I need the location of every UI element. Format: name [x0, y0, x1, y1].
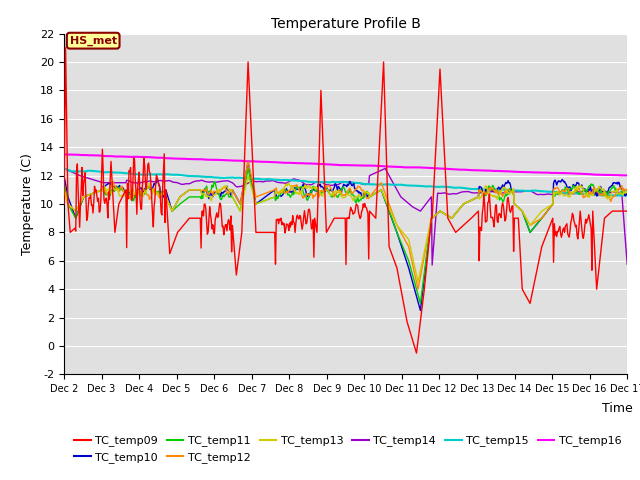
TC_temp11 — [417, 300, 424, 306]
TC_temp14 — [215, 179, 223, 184]
TC_temp09 — [623, 208, 631, 214]
TC_temp09 — [129, 179, 137, 185]
TC_temp14 — [623, 261, 631, 267]
TC_temp14 — [428, 262, 436, 268]
TC_temp12 — [623, 187, 631, 193]
TC_temp10 — [215, 190, 223, 195]
TC_temp15 — [128, 171, 136, 177]
TC_temp13 — [623, 190, 631, 195]
TC_temp11 — [128, 198, 136, 204]
TC_temp11 — [215, 192, 223, 198]
TC_temp12 — [432, 212, 440, 217]
TC_temp10 — [623, 191, 631, 197]
TC_temp12 — [416, 278, 424, 284]
TC_temp13 — [416, 272, 424, 277]
TC_temp12 — [128, 194, 136, 200]
TC_temp09 — [60, 201, 68, 207]
TC_temp16 — [414, 165, 422, 170]
TC_temp11 — [186, 194, 193, 200]
TC_temp12 — [414, 286, 422, 292]
TC_temp13 — [60, 187, 68, 192]
TC_temp10 — [415, 302, 422, 308]
TC_temp16 — [128, 154, 136, 160]
TC_temp11 — [432, 212, 440, 217]
TC_temp15 — [60, 166, 68, 171]
Line: TC_temp16: TC_temp16 — [64, 154, 627, 175]
Title: Temperature Profile B: Temperature Profile B — [271, 17, 420, 31]
Line: TC_temp09: TC_temp09 — [64, 48, 627, 353]
TC_temp09 — [416, 324, 424, 330]
TC_temp11 — [244, 166, 252, 171]
TC_temp15 — [186, 173, 193, 179]
TC_temp13 — [186, 187, 193, 192]
TC_temp12 — [244, 158, 252, 164]
TC_temp15 — [414, 183, 422, 189]
Y-axis label: Temperature (C): Temperature (C) — [22, 153, 35, 255]
TC_temp10 — [70, 211, 78, 217]
TC_temp13 — [215, 190, 223, 196]
TC_temp14 — [70, 170, 78, 176]
TC_temp15 — [215, 175, 223, 180]
TC_temp10 — [128, 192, 136, 197]
TC_temp11 — [623, 188, 631, 194]
TC_temp12 — [186, 187, 193, 192]
Line: TC_temp13: TC_temp13 — [64, 176, 627, 282]
TC_temp14 — [128, 180, 136, 185]
TC_temp10 — [244, 158, 252, 164]
TC_temp13 — [128, 187, 136, 193]
TC_temp16 — [623, 172, 630, 178]
TC_temp09 — [432, 141, 440, 146]
TC_temp16 — [431, 165, 438, 171]
Line: TC_temp11: TC_temp11 — [64, 168, 627, 303]
TC_temp16 — [623, 172, 631, 178]
TC_temp10 — [60, 173, 68, 179]
TC_temp09 — [413, 350, 420, 356]
TC_temp09 — [186, 216, 194, 221]
TC_temp13 — [414, 279, 422, 285]
TC_temp15 — [623, 192, 631, 198]
TC_temp09 — [71, 225, 79, 231]
Line: TC_temp10: TC_temp10 — [64, 161, 627, 311]
TC_temp14 — [60, 166, 68, 171]
TC_temp11 — [70, 213, 78, 218]
TC_temp12 — [60, 187, 68, 192]
TC_temp15 — [431, 184, 438, 190]
TC_temp09 — [216, 200, 224, 206]
TC_temp13 — [244, 173, 252, 179]
TC_temp14 — [431, 221, 439, 227]
TC_temp09 — [61, 45, 69, 51]
TC_temp16 — [186, 156, 193, 162]
TC_temp13 — [70, 207, 78, 213]
Line: TC_temp15: TC_temp15 — [64, 168, 627, 195]
TC_temp15 — [70, 168, 78, 174]
TC_temp11 — [415, 295, 422, 300]
TC_temp14 — [414, 207, 422, 213]
Line: TC_temp12: TC_temp12 — [64, 161, 627, 289]
TC_temp14 — [186, 181, 193, 187]
TC_temp16 — [60, 151, 68, 157]
Text: Time: Time — [602, 402, 633, 415]
TC_temp11 — [60, 180, 68, 186]
TC_temp12 — [215, 187, 223, 193]
TC_temp16 — [215, 157, 223, 163]
TC_temp16 — [70, 152, 78, 157]
TC_temp10 — [186, 187, 193, 192]
TC_temp10 — [417, 308, 424, 313]
Text: HS_met: HS_met — [70, 36, 116, 46]
TC_temp13 — [432, 212, 440, 217]
TC_temp10 — [432, 212, 440, 217]
TC_temp12 — [70, 207, 78, 213]
Legend: TC_temp09, TC_temp10, TC_temp11, TC_temp12, TC_temp13, TC_temp14, TC_temp15, TC_: TC_temp09, TC_temp10, TC_temp11, TC_temp… — [70, 431, 626, 468]
Line: TC_temp14: TC_temp14 — [64, 168, 627, 265]
